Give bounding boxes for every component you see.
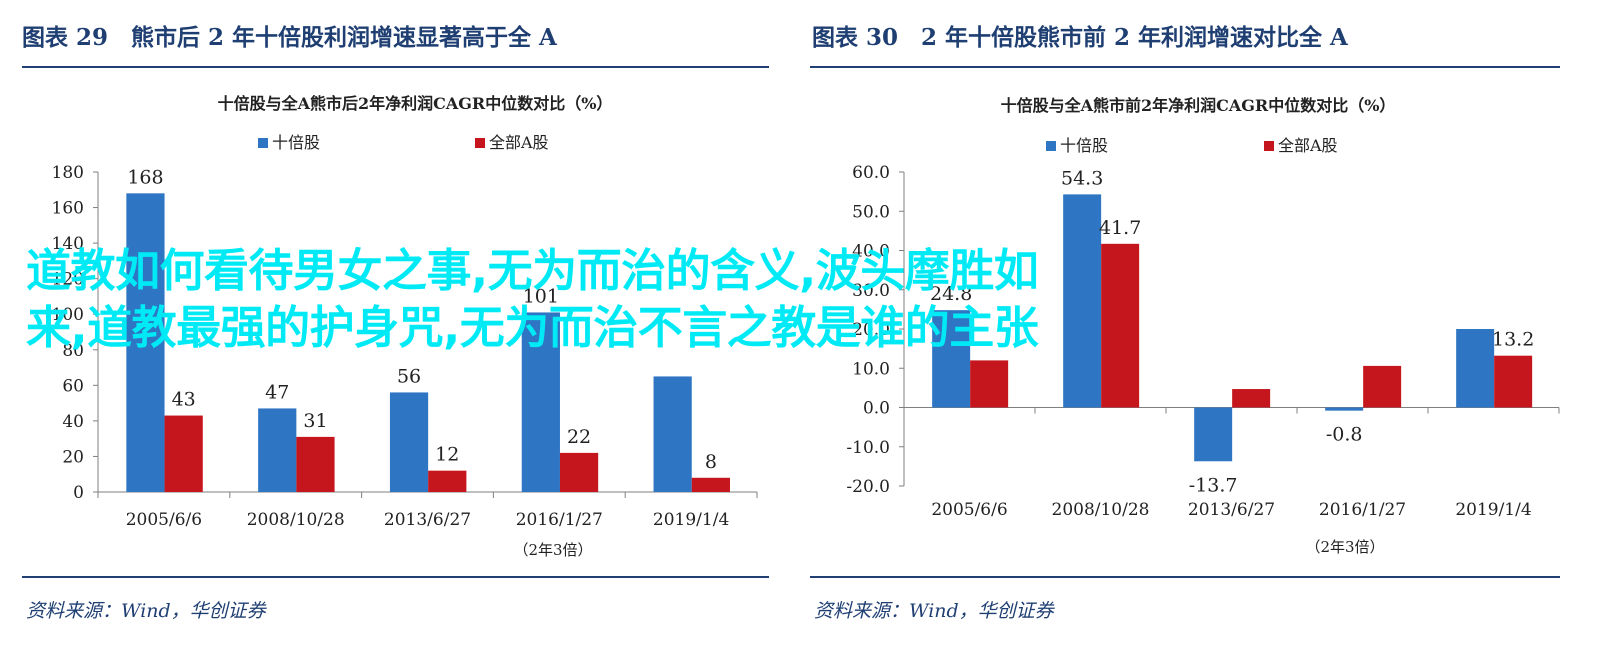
x-tick-label: 2013/6/27 [384, 510, 471, 530]
bar-all-a-3 [428, 470, 467, 492]
y-tick-label: 160 [52, 199, 84, 219]
legend-swatch-2 [475, 138, 485, 148]
bar-all-a-2 [1101, 243, 1140, 408]
overlay-line-2: 来,道教最强的护身咒,无为而治不言之教是谁的主张 [26, 301, 1039, 354]
y-tick-label: 40 [62, 412, 84, 432]
data-label: 168 [127, 166, 163, 188]
x-tick-label: 2005/6/6 [126, 510, 202, 530]
legend-label-1: 十倍股 [272, 133, 320, 152]
bar-tenbagger-1 [932, 310, 971, 408]
data-label: -0.8 [1326, 424, 1363, 446]
legend-swatch-1 [1046, 141, 1056, 151]
x-tick-label: 2016/1/27 [516, 510, 603, 530]
data-label: 47 [265, 381, 289, 403]
data-label: -13.7 [1189, 474, 1238, 496]
y-tick-label: 60.0 [852, 163, 890, 183]
x-tick-label: 2008/10/28 [247, 510, 345, 530]
bar-all-a-5 [1494, 355, 1533, 408]
data-label: 24.8 [930, 283, 972, 305]
x-tick-label: 2019/1/4 [653, 510, 729, 530]
bar-all-a-2 [296, 436, 335, 492]
left-chart: 十倍股与全A熊市后2年净利润CAGR中位数对比（%） 十倍股 全部A股 0 20 40 60… [52, 94, 758, 559]
bar-tenbagger-2 [258, 408, 297, 492]
legend-label-2: 全部A股 [489, 133, 549, 152]
y-tick-label: 60 [62, 376, 84, 396]
bar-tenbagger-1 [126, 193, 165, 492]
y-tick-label: 20.0 [852, 320, 890, 340]
bar-all-a-5 [691, 477, 730, 492]
data-label: 31 [303, 410, 327, 432]
x-tick-label: 2005/6/6 [931, 500, 1007, 520]
y-tick-label: 10.0 [852, 359, 890, 379]
legend-swatch-1 [258, 138, 268, 148]
overlay-line-1: 道教如何看待男女之事,无为而治的含义,波头摩胜如 [26, 244, 1039, 297]
chart-title: 十倍股与全A熊市前2年净利润CAGR中位数对比（%） [1001, 96, 1396, 115]
y-tick-label: 0.0 [863, 399, 890, 419]
x-tick-label: 2016/1/27 [1319, 500, 1406, 520]
x-axis-label: （2年3倍） [513, 541, 592, 559]
x-tick-label: 2013/6/27 [1188, 500, 1275, 520]
bar-tenbagger-5 [653, 376, 692, 492]
chart-title: 十倍股与全A熊市后2年净利润CAGR中位数对比（%） [218, 94, 613, 113]
bar-all-a-3 [1232, 389, 1271, 408]
left-top-rule [22, 66, 769, 68]
legend-label-1: 十倍股 [1060, 136, 1108, 155]
right-panel: 图表 30 2 年十倍股熊市前 2 年利润增速对比全 A 十倍股与全A熊市前2年… [800, 0, 1602, 651]
left-bottom-rule [22, 576, 769, 578]
y-tick-label: 50.0 [852, 202, 890, 222]
right-source: 资料来源：Wind，华创证券 [814, 600, 1054, 622]
right-figure-title: 图表 30 2 年十倍股熊市前 2 年利润增速对比全 A [812, 24, 1348, 51]
bar-all-a-1 [970, 360, 1009, 408]
data-label: 41.7 [1099, 217, 1141, 239]
bar-tenbagger-3 [389, 392, 429, 492]
right-top-rule [810, 66, 1560, 68]
bar-tenbagger-3 [1194, 407, 1233, 462]
y-tick-label: 180 [52, 163, 84, 183]
bar-all-a-4 [559, 452, 599, 492]
bar-all-a-1 [164, 415, 203, 492]
data-label: 56 [397, 365, 421, 387]
bar-tenbagger-4 [1325, 407, 1364, 411]
bar-tenbagger-4 [521, 312, 560, 492]
data-label: 12 [435, 444, 459, 466]
bar-tenbagger-5 [1456, 329, 1495, 408]
left-source: 资料来源：Wind，华创证券 [26, 600, 266, 622]
y-tick-label: 120 [52, 270, 84, 290]
y-tick-label: 20 [62, 447, 84, 467]
y-tick-label: 100 [52, 305, 84, 325]
data-label: 54.3 [1061, 167, 1103, 189]
right-chart: 十倍股与全A熊市前2年净利润CAGR中位数对比（%） 十倍股 全部A股 -20.0 -1… [846, 96, 1560, 556]
legend-label-2: 全部A股 [1278, 136, 1338, 155]
y-tick-label: 140 [52, 234, 84, 254]
y-tick-label: 30.0 [852, 281, 890, 301]
left-figure-title: 图表 29 熊市后 2 年十倍股利润增速显著高于全 A [22, 24, 557, 51]
y-tick-label: -10.0 [846, 438, 890, 458]
y-tick-label: -20.0 [846, 477, 890, 497]
x-axis-label: （2年3倍） [1305, 538, 1384, 556]
y-tick-label: 40.0 [852, 242, 890, 262]
bar-all-a-4 [1363, 365, 1402, 408]
bar-tenbagger-2 [1063, 194, 1102, 408]
left-panel: 图表 29 熊市后 2 年十倍股利润增速显著高于全 A 十倍股与全A熊市后2年净… [0, 0, 790, 651]
data-label: 13.2 [1492, 329, 1534, 351]
y-tick-label: 80 [62, 341, 84, 361]
x-tick-label: 2019/1/4 [1455, 500, 1531, 520]
right-bottom-rule [810, 576, 1560, 578]
y-tick-label: 0 [73, 483, 84, 503]
data-label: 101 [523, 285, 559, 307]
legend-swatch-2 [1264, 141, 1274, 151]
data-label: 22 [567, 426, 591, 448]
data-label: 43 [172, 389, 196, 411]
x-tick-label: 2008/10/28 [1052, 500, 1150, 520]
data-label: 8 [705, 451, 717, 473]
overlay-headline: 道教如何看待男女之事,无为而治的含义,波头摩胜如 来,道教最强的护身咒,无为而治… [26, 242, 1586, 356]
